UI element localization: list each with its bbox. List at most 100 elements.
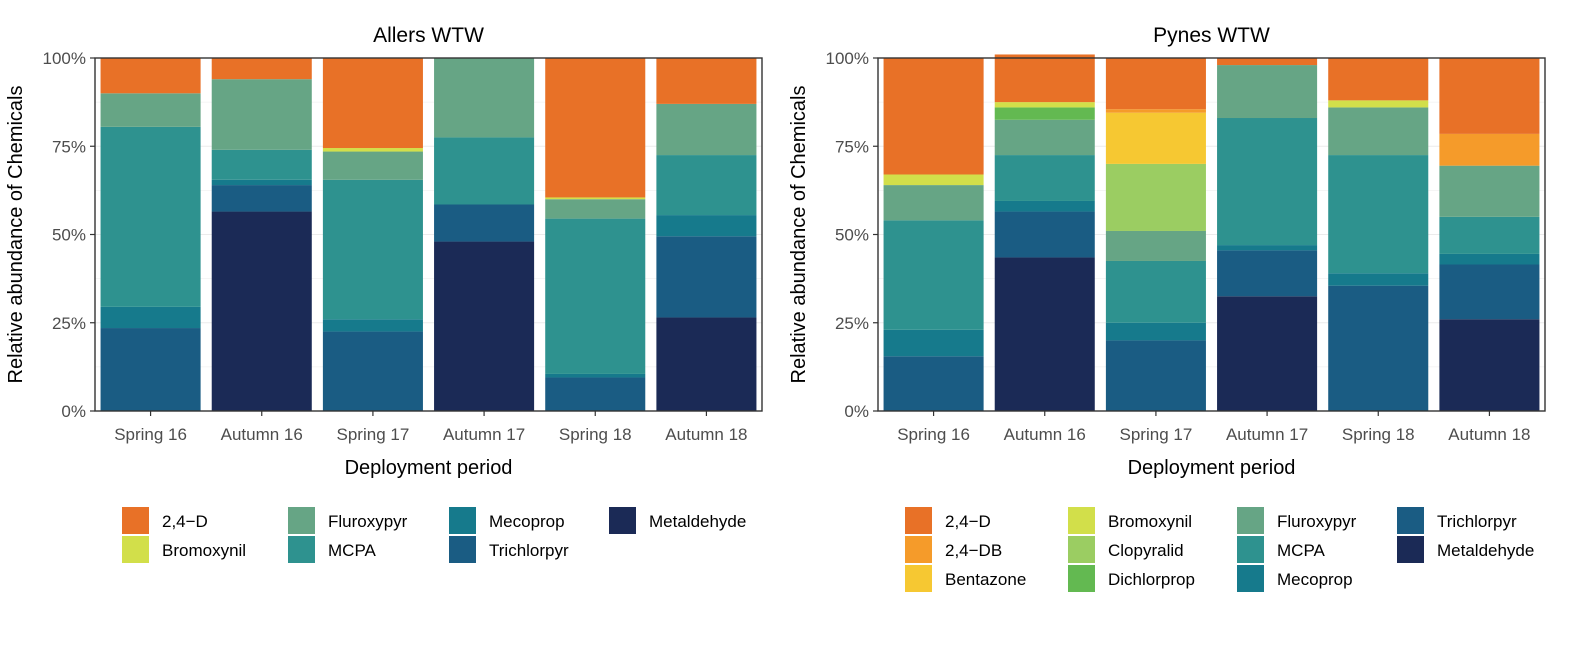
chart-2-bar-2-4-d-spring-16	[883, 58, 984, 175]
chart-2-ytick-label: 0%	[844, 402, 869, 421]
chart-2-bar-trichlorpyr-autumn-18	[1439, 264, 1540, 320]
chart-2-bar-bromoxynil-autumn-16	[994, 102, 1095, 108]
chart-2-bar-metaldehyde-autumn-16	[994, 257, 1095, 411]
chart-2-bar-fluroxypyr-spring-16	[883, 185, 984, 221]
chart-2-bar-fluroxypyr-autumn-17	[1217, 65, 1318, 119]
chart-2-legend-swatch-metaldehyde	[1397, 536, 1424, 563]
chart-1-bar-fluroxypyr-autumn-16	[211, 79, 312, 150]
chart-2-bar-mcpa-spring-16	[883, 220, 984, 330]
chart-2-legend-label-mecoprop: Mecoprop	[1277, 570, 1353, 589]
chart-2-bar-2-4-d-spring-17	[1105, 58, 1206, 110]
chart-2-legend-label-fluroxypyr: Fluroxypyr	[1277, 512, 1357, 531]
chart-1-bar-2-4-d-spring-17	[322, 58, 423, 149]
chart-1-bar-fluroxypyr-spring-17	[322, 151, 423, 180]
chart-2-legend-swatch-clopyralid	[1068, 536, 1095, 563]
chart-2-bar-dichlorprop-autumn-16	[994, 107, 1095, 120]
chart-2-legend-label-dichlorprop: Dichlorprop	[1108, 570, 1195, 589]
chart-1-legend-label-trichlorpyr: Trichlorpyr	[489, 541, 569, 560]
chart-1-bar-trichlorpyr-spring-18	[545, 377, 646, 411]
chart-2-bar-mecoprop-autumn-16	[994, 200, 1095, 212]
chart-2-bar-mecoprop-autumn-18	[1439, 253, 1540, 265]
chart-2-bar-mecoprop-spring-17	[1105, 322, 1206, 341]
chart-1-bar-2-4-d-autumn-18	[656, 58, 757, 104]
chart-1-bar-fluroxypyr-autumn-18	[656, 103, 757, 156]
chart-1-ytick-label: 50%	[52, 226, 86, 245]
chart-1-legend-swatch-trichlorpyr	[449, 536, 476, 563]
chart-2-legend-label-metaldehyde: Metaldehyde	[1437, 541, 1534, 560]
chart-1-legend-label-2-4-d: 2,4−D	[162, 512, 208, 531]
chart-1-bar-mcpa-spring-18	[545, 218, 646, 374]
chart-1-bar-trichlorpyr-spring-17	[322, 331, 423, 411]
chart-1-bar-bromoxynil-spring-18	[545, 197, 646, 200]
chart-2-xlabel: Deployment period	[1128, 457, 1296, 479]
chart-1-bar-fluroxypyr-autumn-17	[434, 58, 535, 138]
chart-2-bar-2-4-d-spring-18	[1328, 58, 1429, 101]
chart-2-bar-bromoxynil-spring-16	[883, 174, 984, 186]
chart-2-bar-bentazone-spring-17	[1105, 112, 1206, 164]
chart-2-bar-mcpa-spring-18	[1328, 155, 1429, 274]
chart-2-legend-swatch-mcpa	[1237, 536, 1264, 563]
chart-1-legend-swatch-metaldehyde	[609, 507, 636, 534]
chart-1-bar-mcpa-spring-16	[100, 126, 201, 307]
chart-1-legend-label-mecoprop: Mecoprop	[489, 512, 565, 531]
chart-1-bar-mecoprop-spring-17	[322, 319, 423, 332]
chart-2-legend-label-bromoxynil: Bromoxynil	[1108, 512, 1192, 531]
chart-2-bar-clopyralid-spring-17	[1105, 163, 1206, 231]
chart-1-bar-trichlorpyr-autumn-17	[434, 204, 535, 242]
chart-1-bar-mecoprop-spring-16	[100, 306, 201, 329]
chart-2-bar-2-4-d-autumn-16	[994, 54, 1095, 103]
chart-1-ylabel: Relative abundance of Chemicals	[5, 86, 27, 384]
chart-2-bar-mecoprop-spring-18	[1328, 273, 1429, 286]
chart-1-legend-label-metaldehyde: Metaldehyde	[649, 512, 746, 531]
chart-2-legend-swatch-mecoprop	[1237, 565, 1264, 592]
chart-1-bar-trichlorpyr-spring-16	[100, 328, 201, 411]
chart-2-bar-metaldehyde-autumn-18	[1439, 319, 1540, 411]
chart-1-bar-mecoprop-autumn-16	[211, 179, 312, 186]
chart-2-ytick-label: 75%	[835, 137, 869, 156]
chart-2-legend-swatch-fluroxypyr	[1237, 507, 1264, 534]
chart-2-legend-label-clopyralid: Clopyralid	[1108, 541, 1184, 560]
chart-1-xlabel: Deployment period	[345, 457, 513, 479]
chart-2-bar-bromoxynil-spring-18	[1328, 100, 1429, 108]
chart-1-xtick-label: Autumn 18	[665, 425, 747, 444]
chart-2-bar-2-4-d-autumn-17	[1217, 58, 1318, 66]
chart-2-bar-trichlorpyr-autumn-16	[994, 211, 1095, 258]
chart-1-bar-2-4-d-spring-18	[545, 58, 646, 198]
chart-2-xtick-label: Spring 17	[1120, 425, 1193, 444]
chart-2-xtick-label: Spring 18	[1342, 425, 1415, 444]
chart-2-ytick-label: 25%	[835, 314, 869, 333]
chart-2-bar-fluroxypyr-spring-18	[1328, 107, 1429, 156]
chart-2-legend-swatch-trichlorpyr	[1397, 507, 1424, 534]
chart-1-ytick-label: 75%	[52, 137, 86, 156]
chart-2-xtick-label: Spring 16	[897, 425, 970, 444]
chart-1-xtick-label: Spring 17	[337, 425, 410, 444]
chart-1-bar-metaldehyde-autumn-17	[434, 241, 535, 411]
chart-1-bar-metaldehyde-autumn-16	[211, 211, 312, 411]
chart-2-legend-label-2-4-db: 2,4−DB	[945, 541, 1002, 560]
chart-1-ytick-label: 25%	[52, 314, 86, 333]
chart-2-ytick-label: 100%	[826, 49, 869, 68]
chart-2-legend-swatch-2-4-d	[905, 507, 932, 534]
chart-1-bar-2-4-d-autumn-16	[211, 58, 312, 80]
chart-1-bar-metaldehyde-autumn-18	[656, 317, 757, 411]
chart-1-bar-mcpa-autumn-17	[434, 137, 535, 205]
chart-1-legend-swatch-mcpa	[288, 536, 315, 563]
chart-2-legend-label-2-4-d: 2,4−D	[945, 512, 991, 531]
chart-1-bar-mecoprop-autumn-18	[656, 215, 757, 237]
chart-1-bar-bromoxynil-spring-17	[322, 148, 423, 152]
chart-1-bar-trichlorpyr-autumn-18	[656, 236, 757, 318]
chart-2-legend-swatch-dichlorprop	[1068, 565, 1095, 592]
chart-2-legend-swatch-bromoxynil	[1068, 507, 1095, 534]
chart-2-bar-2-4-db-autumn-18	[1439, 133, 1540, 166]
chart-1-legend-label-mcpa: MCPA	[328, 541, 377, 560]
chart-2-bar-fluroxypyr-spring-17	[1105, 230, 1206, 261]
chart-1-title: Allers WTW	[373, 24, 484, 47]
chart-2-bar-trichlorpyr-autumn-17	[1217, 250, 1318, 297]
chart-2-xtick-label: Autumn 17	[1226, 425, 1308, 444]
chart-1-ytick-label: 0%	[61, 402, 86, 421]
chart-2-bar-mcpa-spring-17	[1105, 260, 1206, 323]
chart-2-legend-swatch-bentazone	[905, 565, 932, 592]
chart-2-legend-label-trichlorpyr: Trichlorpyr	[1437, 512, 1517, 531]
chart-2-bar-trichlorpyr-spring-17	[1105, 340, 1206, 411]
chart-2-xtick-label: Autumn 18	[1448, 425, 1530, 444]
